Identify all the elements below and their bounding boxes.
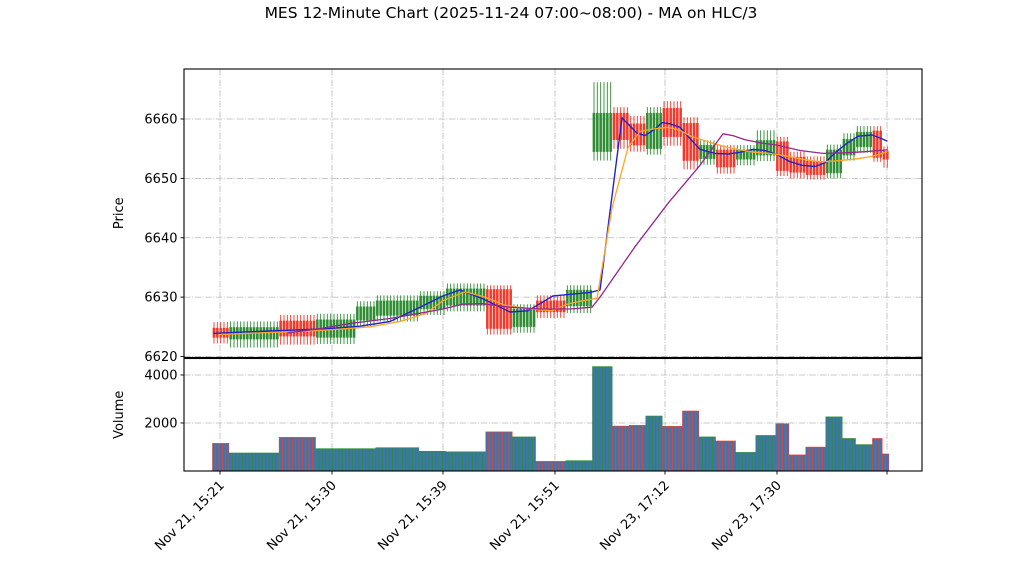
svg-text:6620: 6620 <box>144 350 177 365</box>
chart-title: MES 12-Minute Chart (2025-11-24 07:00~08… <box>264 4 758 22</box>
svg-text:Nov 21, 15:21: Nov 21, 15:21 <box>152 478 228 554</box>
svg-text:Nov 23, 17:30: Nov 23, 17:30 <box>709 478 785 554</box>
svg-text:2000: 2000 <box>144 417 177 432</box>
svg-text:Nov 21, 15:39: Nov 21, 15:39 <box>375 478 451 554</box>
ma-lines-layer <box>213 117 888 336</box>
svg-text:Nov 23, 17:12: Nov 23, 17:12 <box>597 478 673 554</box>
volume-bars-layer <box>212 366 890 472</box>
grid-layer <box>184 69 922 471</box>
svg-text:Price: Price <box>112 197 127 229</box>
svg-text:Nov 21, 15:51: Nov 21, 15:51 <box>487 478 563 554</box>
svg-text:Volume: Volume <box>112 391 127 439</box>
svg-text:Nov 21, 15:30: Nov 21, 15:30 <box>264 478 340 554</box>
axes-layer <box>180 68 923 475</box>
svg-text:6650: 6650 <box>144 172 177 187</box>
svg-text:6630: 6630 <box>144 291 177 306</box>
svg-text:6660: 6660 <box>144 113 177 128</box>
candles-layer <box>212 82 889 348</box>
svg-text:6640: 6640 <box>144 231 177 246</box>
svg-text:4000: 4000 <box>144 369 177 384</box>
